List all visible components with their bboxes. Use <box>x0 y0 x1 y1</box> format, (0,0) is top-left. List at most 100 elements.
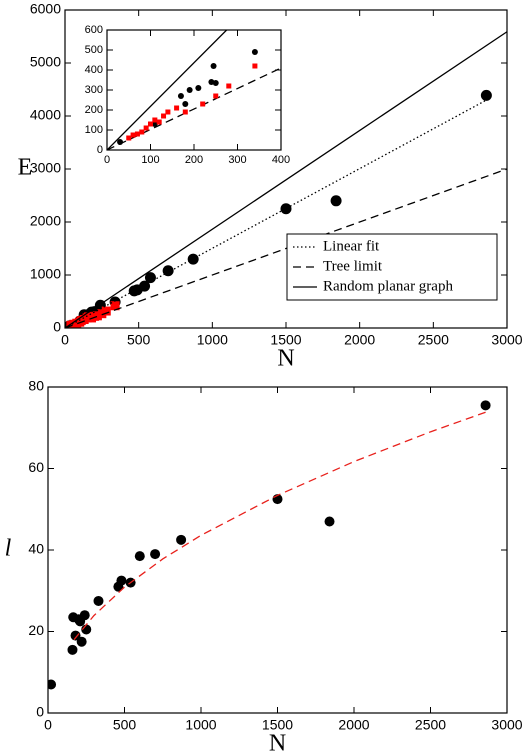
x-tick-label: 1000 <box>185 716 216 732</box>
data-point <box>156 119 162 125</box>
x-tick-label: 100 <box>141 154 159 166</box>
inset-panel: 0 100 200 300 400 0 100 200 300 400 500 600 <box>77 22 291 174</box>
plot-frame <box>47 386 508 714</box>
y-axis-label: l <box>5 536 12 562</box>
fit-line <box>73 411 486 641</box>
y-tick-label: 0 <box>36 704 44 720</box>
x-tick-label: 1500 <box>262 716 293 732</box>
data-point <box>186 87 193 93</box>
y-tick-label: 0 <box>97 144 103 156</box>
plot-frame <box>106 29 282 151</box>
x-tick-label: 0 <box>44 716 52 732</box>
data-point <box>117 139 124 145</box>
y-tick-label: 200 <box>85 104 103 116</box>
x-tick-label: 1000 <box>197 331 228 347</box>
x-tick-label: 200 <box>185 154 203 166</box>
data-point <box>213 93 219 99</box>
data-point <box>330 195 342 207</box>
y-tick-label: 0 <box>53 319 61 335</box>
legend-label: Random planar graph <box>323 278 453 294</box>
data-point <box>212 80 219 86</box>
y-tick-label: 6000 <box>30 1 61 17</box>
data-point <box>280 203 292 215</box>
x-tick-label: 3000 <box>491 331 522 347</box>
x-tick-label: 300 <box>228 154 246 166</box>
data-point <box>251 49 258 55</box>
data-point <box>226 83 232 89</box>
data-point <box>116 575 127 586</box>
panel: 0 500 1000 1500 2000 2500 3000 0 20 40 60 80 Nl <box>5 378 523 754</box>
legend: Linear fit Tree limit Random planar graph <box>286 233 498 301</box>
y-tick-label: 40 <box>28 541 44 557</box>
y-tick-label: 1000 <box>30 266 61 282</box>
x-axis-label: N <box>277 346 294 372</box>
data-point <box>177 93 184 99</box>
x-tick-label: 1500 <box>270 331 301 347</box>
legend-label: Linear fit <box>323 238 380 254</box>
data-point <box>162 265 174 277</box>
data-point <box>480 89 492 101</box>
data-point <box>161 113 167 119</box>
plot-area <box>48 400 491 690</box>
x-tick-label: 500 <box>127 331 151 347</box>
y-tick-label: 400 <box>85 64 103 76</box>
data-point <box>148 121 153 127</box>
y-tick-label: 20 <box>28 622 44 638</box>
x-tick-label: 2500 <box>418 331 449 347</box>
data-point <box>76 636 87 647</box>
data-point <box>110 301 120 311</box>
y-tick-label: 5000 <box>30 54 61 70</box>
plot-area <box>65 31 507 328</box>
x-tick-label: 2000 <box>344 331 375 347</box>
legend-box <box>286 233 498 301</box>
data-point <box>152 117 158 123</box>
y-tick-label: 80 <box>28 378 44 394</box>
data-point <box>101 306 111 316</box>
y-tick-label: 3000 <box>30 160 61 176</box>
panel: 0 500 1000 1500 2000 2500 30000100020003000400… <box>18 1 523 372</box>
data-point <box>210 63 217 69</box>
data-point <box>150 549 161 560</box>
legend-label: Tree limit <box>323 258 383 274</box>
x-tick-label: 3000 <box>491 716 522 732</box>
data-point <box>128 285 140 297</box>
data-point <box>176 534 187 545</box>
fit-line <box>107 30 228 150</box>
plot-frame <box>64 9 508 329</box>
y-tick-label: 300 <box>85 84 103 96</box>
data-point <box>165 109 171 115</box>
data-point <box>182 101 189 107</box>
fit-line <box>65 31 507 328</box>
data-point <box>134 551 145 562</box>
data-point <box>126 135 132 141</box>
y-tick-label: 600 <box>85 24 103 36</box>
data-point <box>139 129 145 135</box>
x-tick-label: 500 <box>113 716 137 732</box>
data-point <box>324 516 335 527</box>
data-point <box>143 125 149 131</box>
data-point <box>79 610 90 621</box>
y-tick-label: 100 <box>85 124 103 136</box>
y-tick-label: 60 <box>28 459 44 475</box>
inset-background <box>77 22 291 174</box>
data-point <box>252 63 258 69</box>
y-tick-label: 4000 <box>30 107 61 123</box>
data-point <box>48 679 57 690</box>
x-axis-label: N <box>269 731 286 754</box>
y-tick-label: 500 <box>85 44 103 56</box>
x-tick-label: 400 <box>272 154 290 166</box>
data-point <box>174 105 180 111</box>
y-axis-label: E <box>18 155 33 181</box>
plot-area <box>107 30 281 150</box>
data-point <box>130 132 136 138</box>
data-point <box>67 644 78 655</box>
y-tick-label: 2000 <box>30 213 61 229</box>
data-point <box>195 85 202 91</box>
data-point <box>93 595 104 606</box>
x-tick-label: 2500 <box>415 716 446 732</box>
x-tick-label: 0 <box>61 331 69 347</box>
x-tick-label: 0 <box>104 154 110 166</box>
data-point <box>182 109 188 115</box>
